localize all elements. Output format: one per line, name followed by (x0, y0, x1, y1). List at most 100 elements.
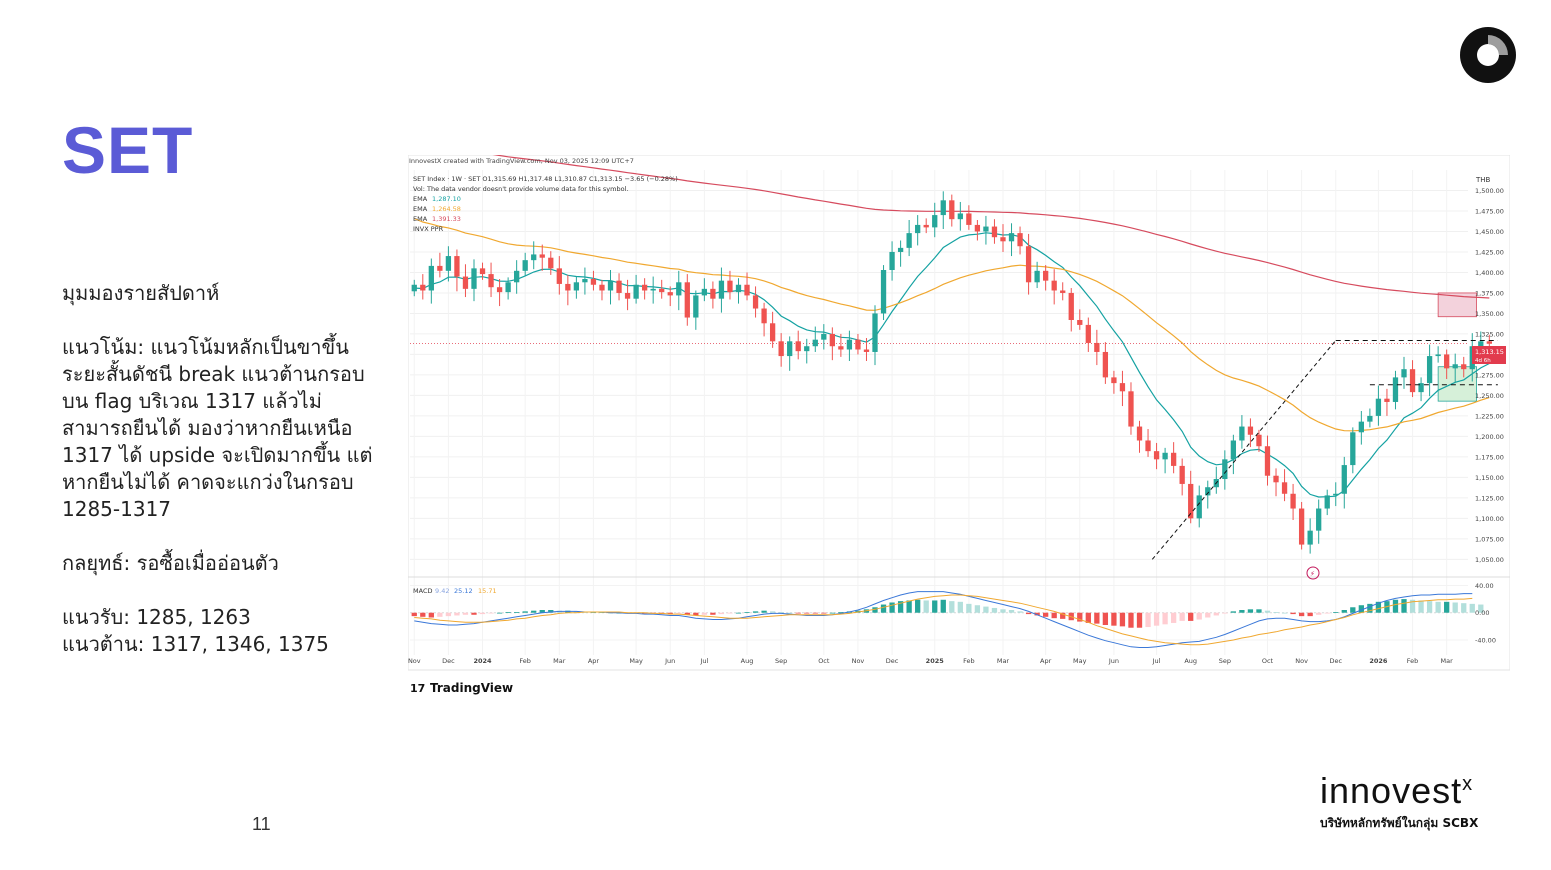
macd-bar (1060, 612, 1066, 619)
candle (1085, 324, 1091, 343)
macd-bar (889, 602, 895, 613)
tradingview-logo: 17 TradingView (410, 681, 513, 695)
macd-bar (744, 612, 750, 613)
candle (624, 292, 631, 299)
candle (932, 215, 938, 228)
x-tick-label: Feb (519, 657, 531, 665)
candle (957, 213, 963, 220)
macd-bar (1392, 599, 1399, 613)
candle (1051, 280, 1057, 291)
x-tick-label: Mar (997, 657, 1010, 665)
candle (1222, 459, 1228, 480)
x-tick-label: Nov (408, 657, 421, 665)
macd-bar (932, 600, 938, 613)
candle (1324, 495, 1330, 509)
support-zone (1437, 366, 1477, 402)
macd-bar (454, 612, 460, 616)
macd-bar (1350, 607, 1356, 613)
candle (769, 323, 776, 342)
macd-bar (1452, 602, 1458, 613)
candle (710, 288, 716, 299)
candle (1316, 508, 1322, 531)
macd-bar (787, 612, 793, 614)
macd-bar (1025, 612, 1032, 615)
macd-bar (991, 607, 998, 613)
macd-bar (897, 601, 904, 613)
candle (795, 341, 801, 352)
chart-created-text: InnovestX created with TradingView.com, … (409, 157, 634, 165)
macd-bar (1298, 612, 1305, 617)
candle (1418, 383, 1424, 393)
chart-svg: 1,500.00 1,475.00 1,450.00 1,425.00 1,400.00… (407, 142, 1511, 695)
candle (1486, 341, 1492, 344)
macd-bar (710, 612, 716, 615)
brand-subtitle: บริษัทหลักทรัพย์ในกลุ่ม SCBX (1320, 816, 1479, 830)
ema-value-1: 1,287.10 (432, 195, 461, 203)
macd-bar (812, 612, 818, 614)
y-tick-label: 1,425.00 (1475, 248, 1504, 256)
candle (1384, 398, 1390, 402)
candle (650, 288, 656, 291)
macd-bar (923, 600, 929, 613)
x-tick-label: Nov (1295, 657, 1308, 665)
macd-bar (727, 612, 733, 614)
last-price-badge (1472, 346, 1506, 364)
candle (829, 333, 835, 347)
macd-bar (1281, 612, 1288, 614)
candle (522, 260, 528, 271)
y-tick-label: 1,475.00 (1475, 207, 1504, 215)
x-tick-label: Jul (1152, 657, 1161, 665)
macd-bar (1290, 612, 1296, 615)
y-tick-label: 1,500.00 (1475, 187, 1504, 195)
support-text: แนวรับ: 1285, 1263 (62, 605, 251, 629)
currency-label: THB (1475, 176, 1491, 184)
macd-bar (1273, 612, 1279, 613)
candle (1256, 434, 1262, 447)
x-tick-label: Apr (588, 657, 600, 665)
ema-label-3: EMA (413, 215, 428, 223)
candle (804, 346, 810, 352)
chart-symbol-line: SET Index · 1W · SET O1,315.69 H1,317.48… (413, 175, 678, 183)
last-price-text: 1,313.15 (1475, 348, 1504, 356)
candle (889, 251, 895, 270)
x-tick-label: Sep (1219, 657, 1231, 665)
y-tick-label: 1,100.00 (1475, 515, 1504, 523)
x-tick-label: Mar (553, 657, 566, 665)
candle (940, 200, 946, 216)
candle (556, 268, 562, 284)
candle (1307, 530, 1313, 545)
macd-bar (1426, 601, 1433, 613)
macd-bar (1000, 609, 1006, 613)
candle (1264, 446, 1271, 476)
candle (1350, 432, 1356, 466)
candle (812, 339, 818, 347)
macd-bar (906, 600, 912, 613)
macd-bar (1247, 609, 1254, 613)
x-tick-label: Dec (886, 657, 899, 665)
event-flag-icon[interactable] (1306, 566, 1320, 580)
x-tick-label: 2025 (926, 657, 945, 665)
x-tick-label: May (629, 657, 643, 665)
slide-title: SET (62, 113, 194, 187)
candle (471, 268, 477, 289)
candle (1077, 320, 1083, 325)
candle (855, 339, 861, 350)
candle (1111, 377, 1117, 384)
macd-bar (1034, 612, 1040, 616)
candle (1401, 369, 1407, 378)
x-tick-label: Dec (1329, 657, 1342, 665)
macd-y-tick-label: 40.00 (1475, 582, 1494, 590)
strategy-text: กลยุทธ์: รอซื้อเมื่ออ่อนตัว (62, 551, 279, 575)
candle (479, 268, 486, 275)
macd-bar (1239, 610, 1245, 613)
x-tick-label: Oct (818, 657, 830, 665)
macd-bar (1401, 599, 1407, 613)
macd-bar (531, 610, 537, 613)
macd-bar (1478, 604, 1484, 613)
candle (1025, 246, 1032, 283)
macd-y-tick-label: 0.00 (1475, 609, 1489, 617)
macd-value-1: 9.42 (435, 587, 449, 595)
candle (1043, 270, 1049, 281)
candle (445, 256, 452, 271)
macd-bar (957, 601, 963, 613)
